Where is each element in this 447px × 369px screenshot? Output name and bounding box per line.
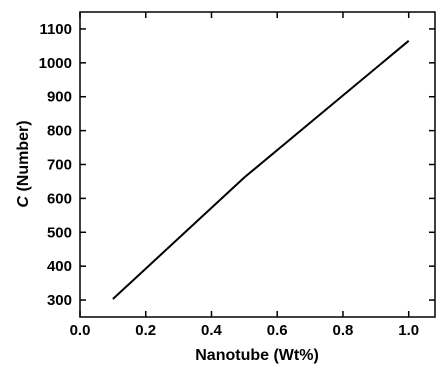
y-axis-title: C (Number) (15, 120, 32, 207)
x-tick-label: 0.0 (70, 322, 91, 339)
y-tick-label: 1100 (39, 21, 72, 38)
tick-labels-layer: 0.0 0.2 0.4 0.6 0.8 1.0 300 400 500 600 700 800 900 1… (39, 21, 420, 339)
y-tick-label: 900 (47, 89, 72, 106)
series-layer (112, 40, 410, 300)
x-tick-label: 0.8 (333, 322, 354, 339)
ticks-layer (79, 12, 435, 317)
x-axis-title: Nanotube (Wt%) (195, 347, 319, 364)
x-tick-label: 1.0 (398, 322, 419, 339)
y-tick-label: 600 (47, 190, 72, 207)
y-axis-unit: (Number) (15, 120, 32, 196)
x-tick-label: 0.6 (267, 322, 288, 339)
y-tick-label: 300 (47, 292, 72, 309)
y-axis-symbol: C (15, 196, 32, 208)
series-line (112, 40, 410, 300)
x-tick-label: 0.2 (135, 322, 156, 339)
y-tick-label: 1000 (39, 55, 72, 72)
x-tick-label: 0.4 (201, 322, 223, 339)
y-tick-label: 500 (47, 224, 72, 241)
plot-frame (79, 11, 436, 318)
y-tick-label: 800 (47, 123, 72, 140)
y-tick-label: 400 (47, 258, 72, 275)
y-tick-label: 700 (47, 157, 72, 174)
